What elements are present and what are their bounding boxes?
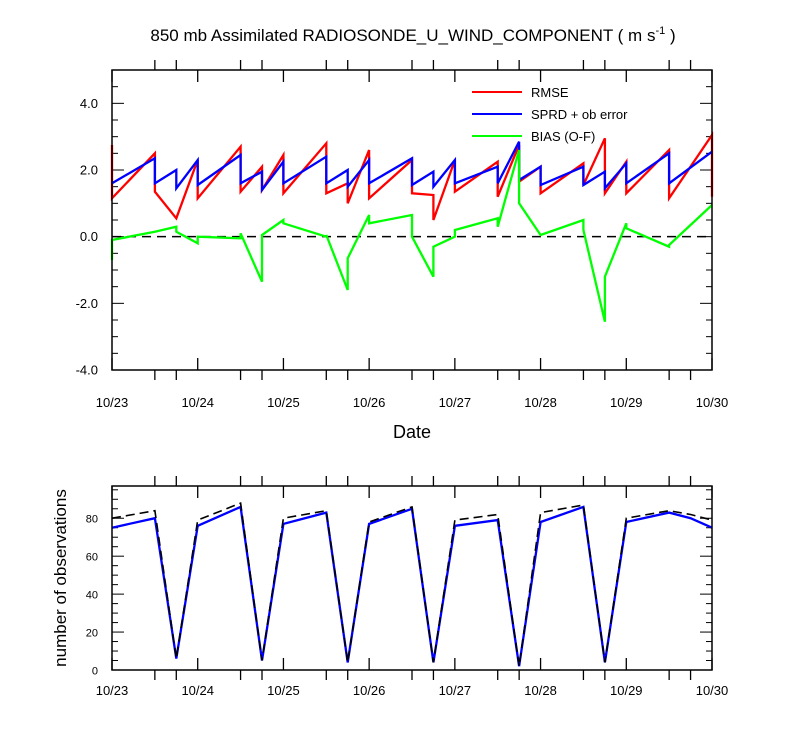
legend-label: RMSE <box>531 85 569 100</box>
x-tick-label: 10/30 <box>696 395 729 410</box>
top-series-group <box>110 131 714 322</box>
x-tick-label: 10/30 <box>696 683 729 698</box>
chart-title-superscript: -1 <box>655 25 665 37</box>
series-line-possible <box>111 501 713 667</box>
x-tick-label: 10/26 <box>353 683 386 698</box>
bottom-panel: 10/23 10/24 10/25 10/26 10/27 10/28 10/29 10/30… <box>51 476 728 698</box>
x-tick-label: 10/24 <box>181 683 214 698</box>
series-line-bias-o-f <box>110 149 713 322</box>
top-y-tick-labels: -4.0 -2.0 0.0 2.0 4.0 <box>76 96 98 378</box>
chart-title-end: ) <box>665 26 675 45</box>
y-tick-label: 4.0 <box>80 96 98 111</box>
x-tick-label: 10/25 <box>267 683 300 698</box>
x-tick-label: 10/29 <box>610 683 643 698</box>
x-tick-label: 10/27 <box>439 683 472 698</box>
x-tick-label: 10/26 <box>353 395 386 410</box>
x-tick-label: 10/25 <box>267 395 300 410</box>
y-tick-label: 60 <box>86 552 98 564</box>
x-tick-label: 10/29 <box>610 395 643 410</box>
x-tick-label: 10/28 <box>524 395 557 410</box>
x-tick-label: 10/28 <box>524 683 557 698</box>
y-tick-label: 80 <box>86 514 98 526</box>
chart-title-main: 850 mb Assimilated RADIOSONDE_U_WIND_COM… <box>150 26 655 45</box>
legend-label: BIAS (O-F) <box>531 129 595 144</box>
y-tick-label: -2.0 <box>76 296 98 311</box>
bottom-plot-frame <box>111 485 713 671</box>
x-tick-label: 10/23 <box>96 683 129 698</box>
y-axis-title: number of observations <box>51 489 70 667</box>
y-tick-label: 20 <box>86 628 98 640</box>
y-tick-label: -4.0 <box>76 363 98 378</box>
chart-title: 850 mb Assimilated RADIOSONDE_U_WIND_COM… <box>150 25 675 45</box>
series-line-sprd-ob-error <box>111 141 713 194</box>
x-tick-label: 10/24 <box>181 395 214 410</box>
bottom-y-tick-labels: 0 20 40 60 80 <box>86 514 98 678</box>
series-line-assimilated <box>111 505 713 667</box>
y-tick-label: 0 <box>92 666 98 678</box>
top-x-tick-labels: 10/23 10/24 10/25 10/26 10/27 10/28 10/29 10/30 <box>96 395 729 410</box>
x-axis-title: Date <box>393 422 431 442</box>
x-tick-label: 10/23 <box>96 395 129 410</box>
top-plot-frame <box>111 69 713 371</box>
x-tick-label: 10/27 <box>439 395 472 410</box>
bottom-x-tick-labels: 10/23 10/24 10/25 10/26 10/27 10/28 10/29 10/30 <box>96 683 729 698</box>
top-panel: RMSE SPRD + ob error BIAS (O-F) 10/23 10/24… <box>76 60 729 442</box>
legend: RMSE SPRD + ob error BIAS (O-F) <box>472 85 628 144</box>
y-tick-label: 2.0 <box>80 163 98 178</box>
legend-label: SPRD + ob error <box>531 107 628 122</box>
y-tick-label: 40 <box>86 590 98 602</box>
y-tick-label: 0.0 <box>80 229 98 244</box>
bottom-series-group <box>111 501 713 667</box>
